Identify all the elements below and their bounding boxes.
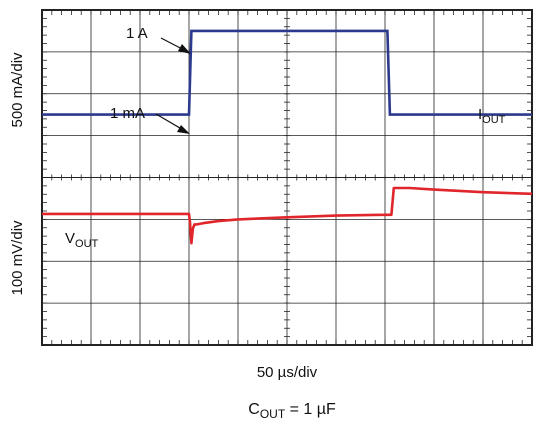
annotation-1a-label: 1 A: [126, 25, 148, 42]
caption: COUT = 1 µF: [248, 401, 336, 421]
vout-label-sub: OUT: [75, 238, 99, 250]
caption-rest: = 1 µF: [285, 401, 336, 418]
arrow-1a-head: [178, 44, 191, 54]
graticule-frame: [41, 9, 533, 346]
annotation-1ma-label: 1 mA: [110, 105, 145, 122]
vout-label: VOUT: [65, 230, 99, 250]
caption-sub: OUT: [260, 407, 286, 421]
annotation-1ma: 1 mA: [110, 105, 190, 134]
annotation-1a: 1 A: [126, 25, 191, 54]
caption-main: C: [248, 401, 260, 418]
ylabel-vout: 100 mV/div: [9, 220, 26, 296]
xlabel: 50 µs/div: [257, 364, 318, 381]
vout-label-main: V: [65, 230, 75, 247]
iout-label-main: I: [478, 106, 482, 123]
arrow-1ma-head: [177, 125, 190, 134]
grid: [41, 9, 533, 346]
iout-label: IOUT: [478, 106, 506, 126]
vout-trace: [42, 186, 533, 245]
iout-label-sub: OUT: [482, 114, 506, 126]
ylabel-iout: 500 mA/div: [9, 52, 26, 128]
iout-trace: [42, 29, 532, 116]
